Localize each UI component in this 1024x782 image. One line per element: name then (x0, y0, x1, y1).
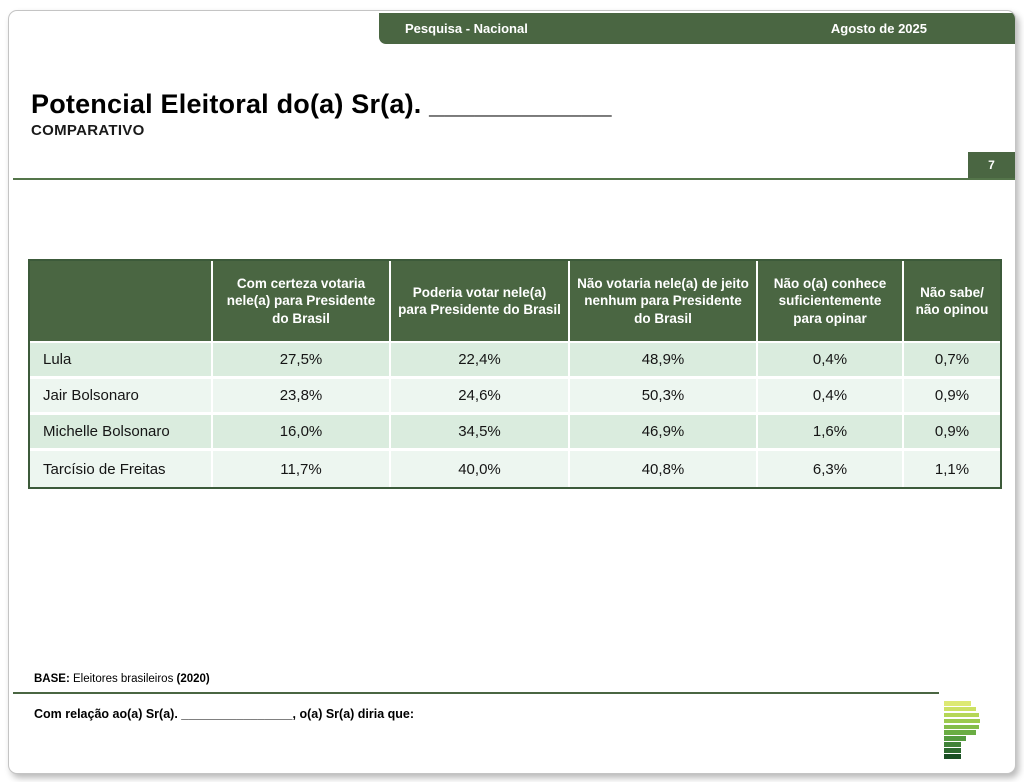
logo-bar (944, 718, 980, 724)
cell-value: 6,3% (758, 451, 904, 487)
row-candidate-name: Lula (30, 343, 213, 379)
cell-value: 0,9% (904, 415, 1000, 451)
cell-value: 11,7% (213, 451, 391, 487)
cell-value: 24,6% (391, 379, 570, 415)
cell-value: 16,0% (213, 415, 391, 451)
logo-bar (944, 754, 961, 759)
logo-bar (944, 712, 979, 718)
column-header-not-know-enough: Não o(a) conhece suficientemente para op… (758, 261, 904, 343)
results-table-wrapper: Com certeza votaria nele(a) para Preside… (28, 259, 1002, 489)
cell-value: 1,1% (904, 451, 1000, 487)
title-block: Potencial Eleitoral do(a) Sr(a). _______… (31, 89, 612, 139)
base-text: Eleitores brasileiros (69, 673, 177, 685)
footer-separator-line (13, 692, 939, 694)
table-row: Tarcísio de Freitas 11,7% 40,0% 40,8% 6,… (30, 451, 1000, 487)
logo-bar (944, 736, 966, 741)
logo-bar (944, 706, 976, 712)
column-header-empty (30, 261, 213, 343)
row-candidate-name: Jair Bolsonaro (30, 379, 213, 415)
page-title: Potencial Eleitoral do(a) Sr(a). _______… (31, 89, 612, 119)
logo-bar (944, 724, 979, 730)
cell-value: 0,9% (904, 379, 1000, 415)
cell-value: 23,8% (213, 379, 391, 415)
title-separator-line (13, 178, 1015, 180)
cell-value: 46,9% (570, 415, 758, 451)
column-header-certainly-vote: Com certeza votaria nele(a) para Preside… (213, 261, 391, 343)
table-row: Lula 27,5% 22,4% 48,9% 0,4% 0,7% (30, 343, 1000, 379)
parana-logo (944, 701, 994, 760)
table-row: Michelle Bolsonaro 16,0% 34,5% 46,9% 1,6… (30, 415, 1000, 451)
survey-question-text: Com relação ao(a) Sr(a). _______________… (34, 707, 415, 721)
row-candidate-name: Tarcísio de Freitas (30, 451, 213, 487)
logo-bar (944, 742, 961, 747)
cell-value: 40,0% (391, 451, 570, 487)
logo-bar (944, 748, 961, 753)
cell-value: 22,4% (391, 343, 570, 379)
table-header-row: Com certeza votaria nele(a) para Preside… (30, 261, 1000, 343)
cell-value: 34,5% (391, 415, 570, 451)
row-candidate-name: Michelle Bolsonaro (30, 415, 213, 451)
cell-value: 27,5% (213, 343, 391, 379)
cell-value: 1,6% (758, 415, 904, 451)
column-header-no-opinion: Não sabe/ não opinou (904, 261, 1000, 343)
cell-value: 0,4% (758, 379, 904, 415)
cell-value: 50,3% (570, 379, 758, 415)
top-bar: Pesquisa - Nacional Agosto de 2025 (379, 13, 1015, 44)
top-bar-left-label: Pesquisa - Nacional (405, 21, 528, 36)
cell-value: 0,4% (758, 343, 904, 379)
cell-value: 40,8% (570, 451, 758, 487)
slide-page: Pesquisa - Nacional Agosto de 2025 Poten… (8, 10, 1016, 774)
base-year: (2020) (176, 673, 210, 685)
table-row: Jair Bolsonaro 23,8% 24,6% 50,3% 0,4% 0,… (30, 379, 1000, 415)
base-label: BASE: (34, 673, 70, 685)
logo-bar (944, 701, 971, 706)
base-note: BASE: Eleitores brasileiros (2020) (34, 673, 210, 685)
column-header-could-vote: Poderia votar nele(a) para Presidente do… (391, 261, 570, 343)
page-number-badge: 7 (968, 152, 1015, 178)
results-table: Com certeza votaria nele(a) para Preside… (30, 261, 1000, 487)
cell-value: 0,7% (904, 343, 1000, 379)
cell-value: 48,9% (570, 343, 758, 379)
column-header-would-not-vote: Não votaria nele(a) de jeito nenhum para… (570, 261, 758, 343)
page-subtitle: COMPARATIVO (31, 122, 145, 140)
top-bar-right-label: Agosto de 2025 (830, 21, 927, 36)
logo-bar (944, 730, 976, 736)
